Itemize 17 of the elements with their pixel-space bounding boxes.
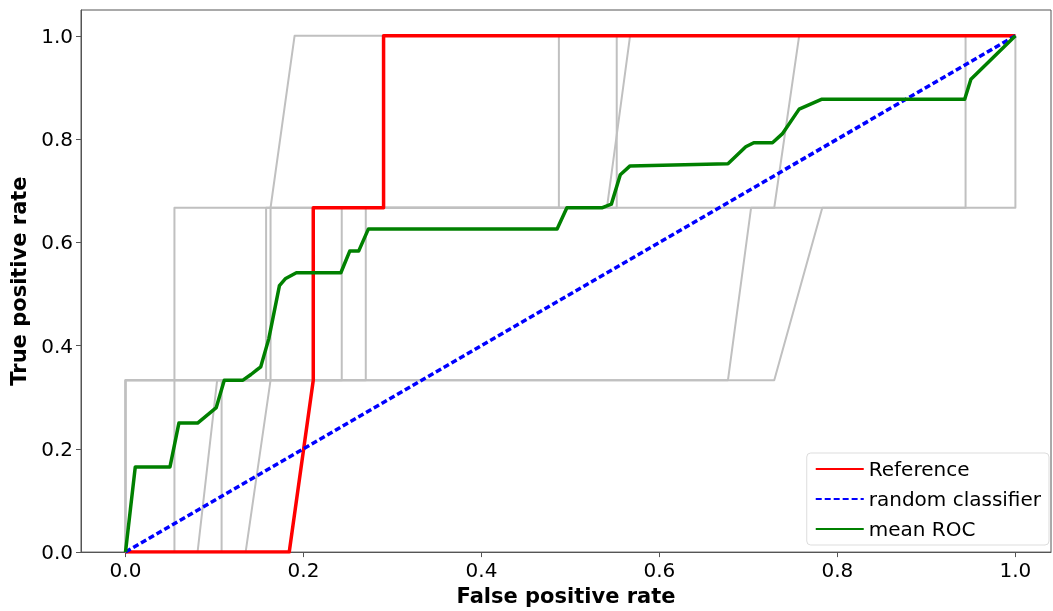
x-tick-label: 0.2 [287, 558, 320, 583]
y-tick-label: 0.6 [41, 230, 73, 255]
x-tick-label: 0.8 [821, 558, 854, 583]
x-tick-label: 0.6 [643, 558, 676, 583]
y-tick-label: 0.8 [41, 127, 73, 152]
y-tick-label: 0.0 [41, 540, 73, 565]
y-tick-label: 0.4 [41, 333, 73, 358]
legend-label: Reference [868, 457, 970, 481]
y-axis-title: True positive rate [6, 176, 31, 386]
x-tick-label: 0.0 [109, 558, 142, 583]
y-tick-label: 0.2 [41, 436, 73, 461]
x-tick-label: 1.0 [999, 558, 1032, 583]
x-axis-title: False positive rate [456, 583, 676, 608]
y-tick-label: 1.0 [41, 23, 73, 48]
legend-label: mean ROC [868, 517, 976, 541]
x-tick-label: 0.4 [465, 558, 498, 583]
legend-label: random classifier [868, 487, 1042, 511]
